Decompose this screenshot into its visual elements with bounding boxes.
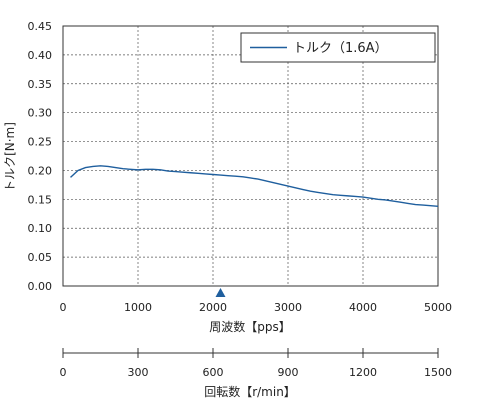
y-axis-ticks: 0.00 0.05 0.10 0.15 0.20 0.25 0.30 0.35 0.40 0.45: [28, 20, 53, 293]
secondary-tick-label: 300: [128, 366, 149, 379]
torque-series-line: [70, 165, 439, 207]
y-tick-label: 0.20: [28, 164, 53, 177]
series-layer: [70, 165, 439, 207]
y-axis-label: トルク[N·m]: [3, 122, 17, 192]
y-tick-label: 0.40: [28, 49, 53, 62]
x-axis-label: 周波数【pps】: [209, 319, 291, 334]
y-tick-label: 0.15: [28, 193, 53, 206]
x-tick-label: 3000: [274, 301, 302, 314]
secondary-tick-label: 600: [203, 366, 224, 379]
secondary-tick-label: 1500: [424, 366, 452, 379]
secondary-tick-label: 900: [278, 366, 299, 379]
marker-triangle: [215, 288, 226, 297]
y-tick-label: 0.25: [28, 136, 53, 149]
secondary-tick-label: 0: [60, 366, 67, 379]
x-tick-label: 1000: [124, 301, 152, 314]
legend-label: トルク（1.6A）: [293, 41, 388, 56]
y-tick-label: 0.35: [28, 78, 53, 91]
secondary-tick-label: 1200: [349, 366, 377, 379]
x-tick-label: 2000: [199, 301, 227, 314]
plot-frame: [62, 25, 439, 287]
x-tick-label: 0: [60, 301, 67, 314]
secondary-axis-ticks: 0 300 600 900 1200 1500: [60, 348, 452, 379]
x-axis-ticks: 0 1000 2000 3000 4000 5000: [60, 301, 453, 314]
grid-lines: [63, 26, 438, 286]
y-tick-label: 0.00: [28, 280, 53, 293]
secondary-axis: 0 300 600 900 1200 1500 回転数【r/min】: [60, 348, 452, 399]
legend: トルク（1.6A）: [240, 32, 436, 63]
y-tick-label: 0.30: [28, 107, 53, 120]
y-tick-label: 0.10: [28, 222, 53, 235]
y-tick-label: 0.05: [28, 251, 53, 264]
x-tick-label: 4000: [349, 301, 377, 314]
x-tick-label: 5000: [424, 301, 452, 314]
y-tick-label: 0.45: [28, 20, 53, 33]
marker-layer: [215, 288, 226, 297]
secondary-axis-label: 回転数【r/min】: [204, 384, 296, 399]
